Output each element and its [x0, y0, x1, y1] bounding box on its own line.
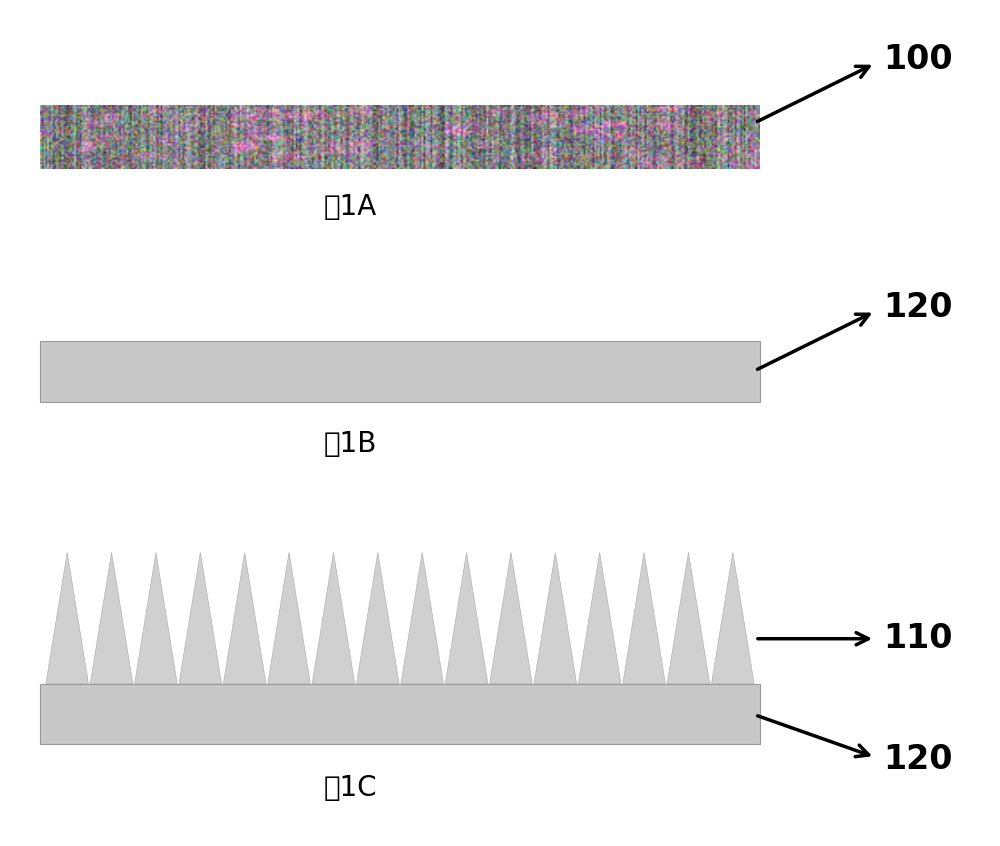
Polygon shape — [135, 552, 177, 684]
Polygon shape — [490, 552, 532, 684]
Polygon shape — [312, 552, 355, 684]
Polygon shape — [90, 552, 133, 684]
Polygon shape — [179, 552, 222, 684]
Text: 120: 120 — [883, 743, 952, 777]
Text: 110: 110 — [883, 622, 952, 656]
Text: 100: 100 — [883, 42, 953, 76]
Polygon shape — [578, 552, 621, 684]
Polygon shape — [445, 552, 488, 684]
Polygon shape — [357, 552, 399, 684]
Polygon shape — [667, 552, 710, 684]
Text: 120: 120 — [883, 290, 952, 324]
Text: 图1C: 图1C — [323, 774, 377, 803]
Bar — [40, 341, 760, 402]
Polygon shape — [534, 552, 577, 684]
Polygon shape — [712, 552, 754, 684]
Text: 图1A: 图1A — [323, 193, 377, 222]
Polygon shape — [401, 552, 443, 684]
Polygon shape — [623, 552, 665, 684]
Polygon shape — [268, 552, 310, 684]
Polygon shape — [46, 552, 88, 684]
Bar — [40, 684, 760, 744]
Text: 图1B: 图1B — [323, 430, 377, 459]
Polygon shape — [223, 552, 266, 684]
